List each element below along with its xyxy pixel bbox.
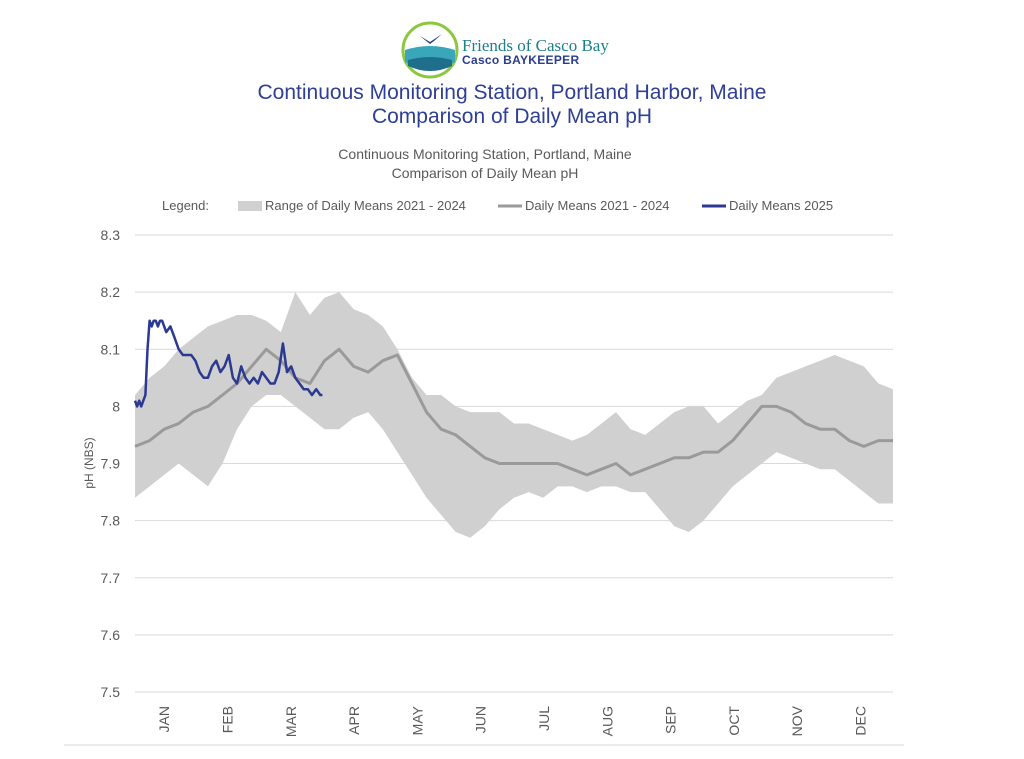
x-tick-label: JUL xyxy=(536,706,552,731)
page-title: Continuous Monitoring Station, Portland … xyxy=(257,81,767,104)
y-tick-label: 8 xyxy=(112,398,120,414)
x-tick-label: MAR xyxy=(283,706,299,737)
y-tick-label: 7.6 xyxy=(101,627,121,643)
y-tick-label: 7.9 xyxy=(101,456,121,472)
range-band-layer xyxy=(135,292,893,538)
legend-entry-mean-2025: Daily Means 2025 xyxy=(729,198,833,213)
x-tick-label: APR xyxy=(346,706,362,735)
legend-heading: Legend: xyxy=(162,198,209,213)
logo-subname: Casco BAYKEEPER xyxy=(462,53,580,67)
x-tick-label: SEP xyxy=(663,706,679,734)
legend: Legend: Range of Daily Means 2021 - 2024… xyxy=(162,198,833,213)
logo-name: Friends of Casco Bay xyxy=(462,36,609,55)
legend-entry-band: Range of Daily Means 2021 - 2024 xyxy=(265,198,466,213)
friends-of-casco-bay-logo: Friends of Casco Bay Casco BAYKEEPER xyxy=(400,20,640,80)
page-title-line2: Comparison of Daily Mean pH xyxy=(371,105,653,128)
chart-subtitle-line2: Comparison of Daily Mean pH xyxy=(391,165,579,181)
chart-subtitle: Continuous Monitoring Station, Portland,… xyxy=(338,146,632,162)
y-tick-label: 7.8 xyxy=(101,513,121,529)
logo-emblem-icon xyxy=(401,21,459,79)
legend-entry-mean-2021-2024: Daily Means 2021 - 2024 xyxy=(525,198,670,213)
x-tick-label: FEB xyxy=(219,706,235,733)
x-tick-label: JAN xyxy=(156,706,172,732)
series-line-mean-2025 xyxy=(133,319,323,408)
x-tick-label: NOV xyxy=(789,705,805,736)
x-tick-label: MAY xyxy=(409,705,425,735)
x-tick-label: AUG xyxy=(599,706,615,736)
y-tick-label: 8.3 xyxy=(101,227,121,243)
y-tick-label: 8.2 xyxy=(101,284,121,300)
y-tick-label: 8.1 xyxy=(101,341,121,357)
y-tick-label: 7.5 xyxy=(101,684,121,700)
series-line-mean-2021-2024 xyxy=(134,347,893,477)
x-tick-label: JUN xyxy=(473,706,489,733)
y-tick-label: 7.7 xyxy=(101,570,121,586)
x-tick-label: OCT xyxy=(726,706,742,736)
series-lines-layer xyxy=(133,319,893,477)
range-band xyxy=(135,292,893,538)
x-axis-month-labels: JAN FEB MAR APR MAY JUN JUL AUG SEP OCT NOV DEC xyxy=(156,705,868,737)
x-tick-label: DEC xyxy=(853,706,869,736)
y-axis-ticks: 8.3 8.2 8.1 8 7.9 7.8 7.7 7.6 7.5 xyxy=(101,227,121,700)
legend-swatch-band xyxy=(238,201,262,211)
y-axis-title: pH (NBS) xyxy=(82,437,96,488)
